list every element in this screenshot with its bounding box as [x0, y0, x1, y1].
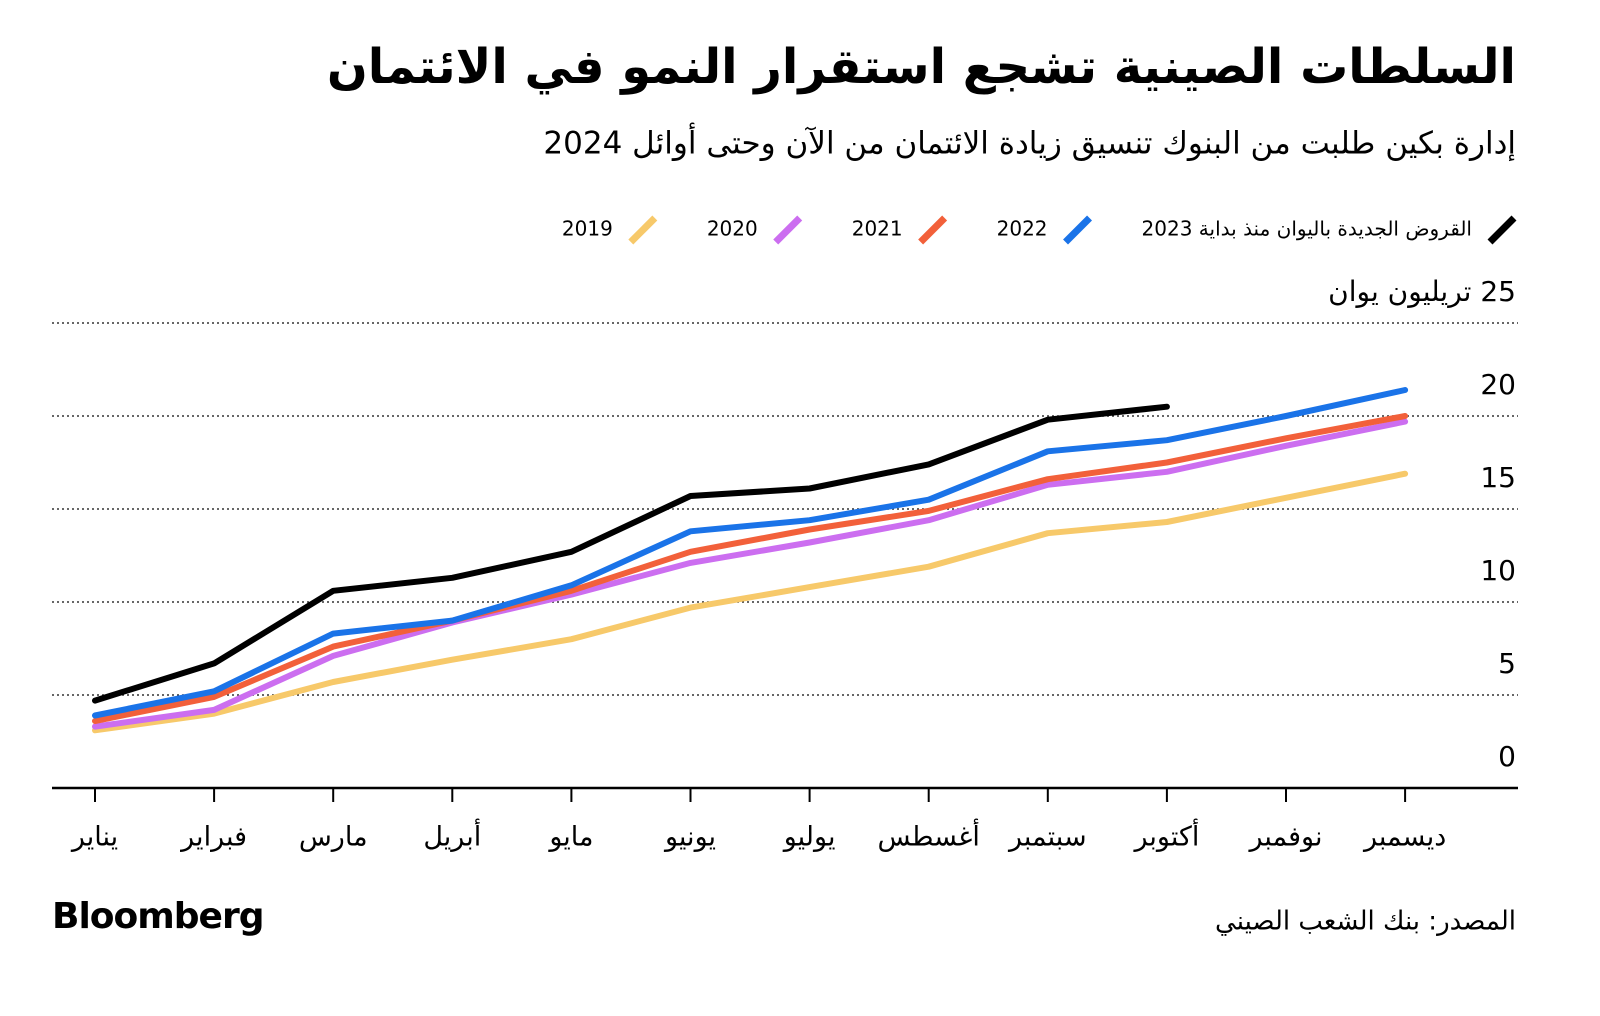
- x-tick-label: يونيو: [663, 822, 716, 853]
- legend-swatch: [1063, 215, 1093, 245]
- series-line: [92, 470, 1409, 734]
- chart-title: السلطات الصينية تشجع استقرار النمو في ال…: [327, 39, 1516, 95]
- legend-swatch: [773, 215, 803, 245]
- x-tick-label: يوليو: [782, 822, 836, 853]
- x-tick-label: أبريل: [423, 818, 481, 853]
- legend-swatch: [628, 215, 658, 245]
- series-line: [92, 403, 1170, 704]
- y-tick-label: 0: [1498, 740, 1516, 773]
- x-tick-label: أكتوبر: [1132, 818, 1199, 853]
- legend-label: 2021: [852, 217, 903, 241]
- legend-swatch: [918, 215, 948, 245]
- legend-label: القروض الجديدة باليوان منذ بداية 2023: [1142, 217, 1472, 241]
- series-line: [92, 387, 1409, 719]
- x-tick-label: ديسمبر: [1362, 822, 1446, 853]
- y-tick-label: 15: [1480, 461, 1516, 494]
- y-tick-label: 5: [1498, 647, 1516, 680]
- y-tick-label: 10: [1480, 554, 1516, 587]
- legend-swatch: [1487, 215, 1517, 245]
- y-tick-label: 25 تريليون يوان: [1328, 275, 1516, 308]
- series-line: [92, 413, 1409, 724]
- x-tick-label: فبراير: [179, 822, 247, 853]
- legend-label: 2020: [707, 217, 758, 241]
- x-tick-label: يناير: [70, 822, 118, 853]
- x-tick-label: سبتمبر: [1007, 822, 1087, 853]
- source: المصدر: بنك الشعب الصيني: [1215, 907, 1516, 937]
- x-tick-label: نوفمبر: [1247, 822, 1322, 853]
- chart-subtitle: إدارة بكين طلبت من البنوك تنسيق زيادة ال…: [543, 123, 1516, 162]
- legend-label: 2019: [562, 217, 613, 241]
- legend-label: 2022: [997, 217, 1048, 241]
- y-tick-label: 20: [1480, 368, 1516, 401]
- x-tick-label: مايو: [547, 822, 593, 853]
- series-line: [92, 418, 1409, 730]
- x-tick-label: مارس: [299, 822, 368, 853]
- brand-logo: Bloomberg: [52, 896, 263, 937]
- x-tick-label: أغسطس: [878, 818, 980, 853]
